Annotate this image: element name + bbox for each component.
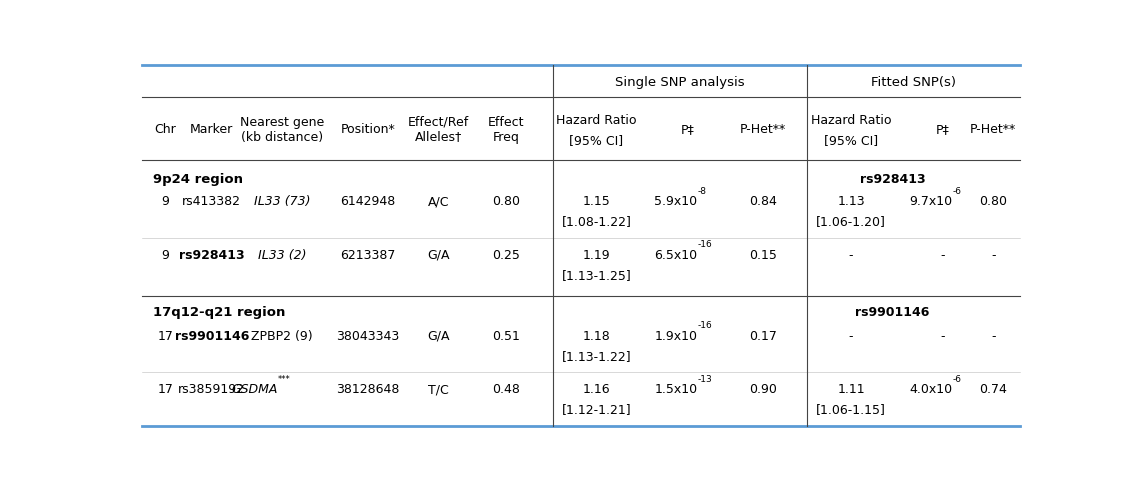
Text: 9p24 region: 9p24 region bbox=[153, 172, 244, 185]
Text: 0.25: 0.25 bbox=[492, 248, 520, 261]
Text: 6142948: 6142948 bbox=[341, 195, 395, 208]
Text: -16: -16 bbox=[698, 321, 713, 330]
Text: Nearest gene
(kb distance): Nearest gene (kb distance) bbox=[240, 115, 324, 143]
Text: G/A: G/A bbox=[427, 248, 450, 261]
Text: 0.84: 0.84 bbox=[749, 195, 777, 208]
Text: 1.16: 1.16 bbox=[582, 382, 611, 395]
Text: Effect
Freq: Effect Freq bbox=[488, 115, 525, 143]
Text: -13: -13 bbox=[698, 374, 713, 383]
Text: 6213387: 6213387 bbox=[341, 248, 395, 261]
Text: Single SNP analysis: Single SNP analysis bbox=[615, 76, 744, 89]
Text: IL33 (73): IL33 (73) bbox=[254, 195, 310, 208]
Text: 0.51: 0.51 bbox=[492, 329, 520, 342]
Text: Chr: Chr bbox=[154, 123, 177, 136]
Text: [1.06-1.15]: [1.06-1.15] bbox=[816, 403, 886, 416]
Text: rs9901146: rs9901146 bbox=[174, 329, 249, 342]
Text: 1.5x10: 1.5x10 bbox=[655, 382, 698, 395]
Text: [95% CI]: [95% CI] bbox=[824, 134, 878, 147]
Text: Hazard Ratio: Hazard Ratio bbox=[811, 113, 892, 126]
Text: -: - bbox=[991, 248, 996, 261]
Text: 0.48: 0.48 bbox=[492, 382, 520, 395]
Text: Marker: Marker bbox=[190, 123, 233, 136]
Text: P-Het**: P-Het** bbox=[970, 123, 1016, 136]
Text: 1.18: 1.18 bbox=[582, 329, 611, 342]
Text: -: - bbox=[940, 329, 945, 342]
Text: [1.12-1.21]: [1.12-1.21] bbox=[562, 403, 631, 416]
Text: Hazard Ratio: Hazard Ratio bbox=[556, 113, 637, 126]
Text: 0.74: 0.74 bbox=[979, 382, 1007, 395]
Text: [1.13-1.25]: [1.13-1.25] bbox=[562, 269, 631, 282]
Text: P-Het**: P-Het** bbox=[740, 123, 786, 136]
Text: A/C: A/C bbox=[427, 195, 449, 208]
Text: 6.5x10: 6.5x10 bbox=[655, 248, 698, 261]
Text: Position*: Position* bbox=[341, 123, 395, 136]
Text: -: - bbox=[849, 248, 853, 261]
Text: IL33 (2): IL33 (2) bbox=[258, 248, 306, 261]
Text: -: - bbox=[991, 329, 996, 342]
Text: [1.08-1.22]: [1.08-1.22] bbox=[562, 215, 631, 228]
Text: 17: 17 bbox=[157, 329, 173, 342]
Text: GSDMA: GSDMA bbox=[231, 382, 278, 395]
Text: rs928413: rs928413 bbox=[179, 248, 245, 261]
Text: rs3859192: rs3859192 bbox=[178, 382, 246, 395]
Text: Fitted SNP(s): Fitted SNP(s) bbox=[871, 76, 956, 89]
Text: rs928413: rs928413 bbox=[860, 172, 926, 185]
Text: 0.80: 0.80 bbox=[979, 195, 1007, 208]
Text: 17q12-q21 region: 17q12-q21 region bbox=[153, 306, 286, 319]
Text: -8: -8 bbox=[698, 187, 707, 196]
Text: 1.15: 1.15 bbox=[582, 195, 611, 208]
Text: 5.9x10: 5.9x10 bbox=[655, 195, 698, 208]
Text: 9: 9 bbox=[161, 248, 169, 261]
Text: -6: -6 bbox=[952, 187, 961, 196]
Text: 0.15: 0.15 bbox=[749, 248, 777, 261]
Text: 0.90: 0.90 bbox=[749, 382, 777, 395]
Text: [1.13-1.22]: [1.13-1.22] bbox=[562, 350, 631, 363]
Text: 38128648: 38128648 bbox=[337, 382, 400, 395]
Text: ***: *** bbox=[278, 374, 290, 383]
Text: 9: 9 bbox=[161, 195, 169, 208]
Text: 1.9x10: 1.9x10 bbox=[655, 329, 698, 342]
Text: 4.0x10: 4.0x10 bbox=[909, 382, 952, 395]
Text: 1.19: 1.19 bbox=[582, 248, 611, 261]
Text: -6: -6 bbox=[952, 374, 961, 383]
Text: 0.80: 0.80 bbox=[492, 195, 520, 208]
Text: rs9901146: rs9901146 bbox=[855, 306, 929, 319]
Text: -16: -16 bbox=[698, 240, 713, 249]
Text: G/A: G/A bbox=[427, 329, 450, 342]
Text: 17: 17 bbox=[157, 382, 173, 395]
Text: T/C: T/C bbox=[428, 382, 449, 395]
Text: 1.11: 1.11 bbox=[837, 382, 864, 395]
Text: [95% CI]: [95% CI] bbox=[570, 134, 623, 147]
Text: ZPBP2 (9): ZPBP2 (9) bbox=[252, 329, 313, 342]
Text: 1.13: 1.13 bbox=[837, 195, 864, 208]
Text: -: - bbox=[940, 248, 945, 261]
Text: P‡: P‡ bbox=[936, 123, 949, 136]
Text: Effect/Ref
Alleles†: Effect/Ref Alleles† bbox=[408, 115, 469, 143]
Text: 9.7x10: 9.7x10 bbox=[909, 195, 952, 208]
Text: rs413382: rs413382 bbox=[182, 195, 241, 208]
Text: [1.06-1.20]: [1.06-1.20] bbox=[816, 215, 886, 228]
Text: P‡: P‡ bbox=[681, 123, 695, 136]
Text: -: - bbox=[849, 329, 853, 342]
Text: 0.17: 0.17 bbox=[749, 329, 777, 342]
Text: 38043343: 38043343 bbox=[337, 329, 400, 342]
